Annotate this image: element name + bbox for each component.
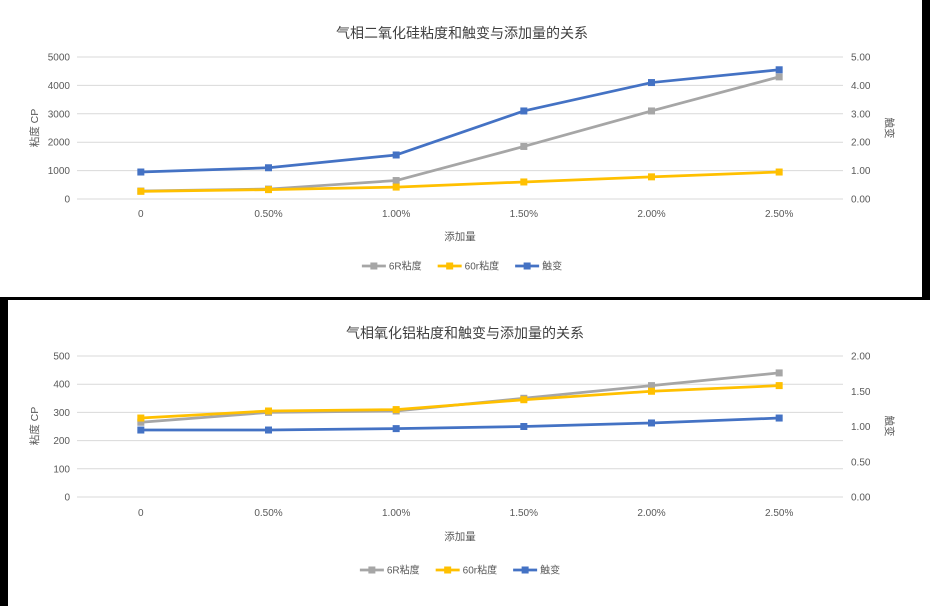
left-axis-tick: 5000: [48, 53, 71, 64]
chart-title: 气相二氧化硅粘度和触变与添加量的关系: [336, 25, 588, 41]
series-line: [139, 416, 781, 432]
series-marker: [137, 414, 145, 422]
fumed-alumina-line-chart: 气相氧化铝粘度和触变与添加量的关系 粘度 CP 触变 添加量 0 100 200 30…: [28, 325, 896, 577]
legend-swatch-marker: [368, 566, 376, 574]
series-marker: [265, 407, 272, 415]
left-axis-tick: 0: [64, 195, 70, 206]
series-marker: [520, 423, 528, 430]
x-axis-tick: 1.50%: [510, 209, 538, 220]
x-axis-tick: 2.50%: [765, 508, 793, 519]
series-marker: [392, 151, 400, 159]
right-axis-tick: 2.00: [851, 138, 871, 149]
series-line: [139, 170, 781, 193]
left-axis-tick: 2000: [48, 138, 71, 149]
left-axis-tick: 300: [53, 408, 70, 419]
right-axis-tick: 3.00: [851, 109, 871, 120]
x-axis-title: 添加量: [444, 230, 476, 243]
left-axis-tick: 3000: [48, 109, 71, 120]
left-axis-tick: 200: [53, 436, 70, 447]
series-marker: [775, 168, 783, 176]
series-marker: [392, 177, 400, 185]
legend: 6R粘度 60r粘度 触变: [361, 260, 562, 273]
series-line: [139, 384, 781, 420]
legend-swatch-marker: [446, 262, 454, 270]
x-axis-tick: 2.50%: [765, 209, 793, 220]
x-axis-tick: 0.50%: [254, 209, 282, 220]
legend-label: 60r粘度: [463, 564, 497, 577]
series-marker: [648, 173, 655, 181]
chart-panel-fumed-silica: 气相二氧化硅粘度和触变与添加量的关系 粘度 CP 触变 添加量 0 1000 200…: [0, 0, 922, 297]
series-marker: [520, 142, 528, 150]
series-marker: [265, 164, 272, 172]
left-axis-tick: 0: [64, 493, 70, 504]
x-axis-tick: 0: [138, 508, 144, 519]
series-marker: [392, 425, 400, 433]
series-marker: [520, 107, 528, 115]
right-axis-tick: 1.00: [851, 166, 871, 177]
series-marker: [137, 426, 145, 434]
left-axis-tick: 100: [53, 464, 70, 475]
legend-swatch-marker: [523, 262, 531, 270]
chart-title: 气相氧化铝粘度和触变与添加量的关系: [346, 325, 584, 341]
legend-swatch-marker: [444, 566, 452, 574]
legend-swatch-marker: [521, 566, 529, 574]
legend-label: 60r粘度: [465, 260, 499, 273]
series-marker: [520, 178, 528, 186]
series-marker: [392, 183, 400, 191]
series-marker: [137, 187, 145, 195]
legend-label: 触变: [540, 564, 560, 577]
left-axis-tick: 400: [53, 380, 70, 391]
right-axis-title: 触变: [883, 416, 896, 437]
series-marker: [775, 73, 783, 81]
x-axis-title: 添加量: [444, 530, 476, 543]
series-marker: [648, 382, 655, 390]
series-marker: [648, 79, 655, 87]
x-axis-tick: 1.00%: [382, 508, 410, 519]
series-marker: [392, 406, 400, 414]
right-axis-tick: 1.50: [851, 387, 871, 398]
plot-area: 0 1000 2000 3000 4000 5000 0.00 1.00 2.00 3.00 4.0…: [48, 53, 871, 221]
series-marker: [775, 369, 783, 377]
x-axis-tick: 1.00%: [382, 209, 410, 220]
series-marker: [265, 426, 272, 434]
x-axis-tick: 2.00%: [637, 508, 665, 519]
series-marker: [648, 107, 655, 115]
chart-panel-fumed-alumina: 气相氧化铝粘度和触变与添加量的关系 粘度 CP 触变 添加量 0 100 200 30…: [8, 300, 930, 606]
legend-label: 6R粘度: [389, 260, 422, 273]
left-axis-tick: 4000: [48, 81, 71, 92]
left-axis-title: 粘度 CP: [28, 109, 41, 148]
x-axis-tick: 1.50%: [510, 508, 538, 519]
series-marker: [648, 419, 655, 427]
right-axis-tick: 1.00: [851, 422, 871, 433]
legend: 6R粘度 60r粘度 触变: [359, 564, 560, 577]
right-axis-title: 触变: [883, 118, 896, 139]
left-axis-title: 粘度 CP: [28, 407, 41, 446]
right-axis-tick: 2.00: [851, 352, 871, 363]
series-line: [139, 68, 781, 174]
plot-area: 0 100 200 300 400 500 0.00 0.50 1.00 1.50 2.00 0 0.5…: [53, 352, 871, 520]
series-marker: [137, 168, 145, 176]
right-axis-tick: 4.00: [851, 81, 871, 92]
series-marker: [265, 186, 272, 194]
series-marker: [775, 382, 783, 390]
series-marker: [775, 414, 783, 422]
series-marker: [775, 66, 783, 74]
series-marker: [648, 387, 655, 395]
legend-swatch-marker: [370, 262, 378, 270]
fumed-silica-line-chart: 气相二氧化硅粘度和触变与添加量的关系 粘度 CP 触变 添加量 0 1000 200…: [28, 25, 896, 273]
series-marker: [520, 396, 528, 404]
series-line: [139, 371, 781, 424]
x-axis-tick: 0.50%: [254, 508, 282, 519]
right-axis-tick: 0.00: [851, 195, 871, 206]
left-axis-tick: 500: [53, 352, 70, 363]
left-axis-tick: 1000: [48, 166, 71, 177]
series-marker: [137, 418, 145, 426]
right-axis-tick: 0.50: [851, 457, 871, 468]
x-axis-tick: 2.00%: [637, 209, 665, 220]
right-axis-tick: 5.00: [851, 53, 871, 64]
right-axis-tick: 0.00: [851, 493, 871, 504]
x-axis-tick: 0: [138, 209, 144, 220]
legend-label: 触变: [542, 260, 562, 273]
legend-label: 6R粘度: [387, 564, 420, 577]
